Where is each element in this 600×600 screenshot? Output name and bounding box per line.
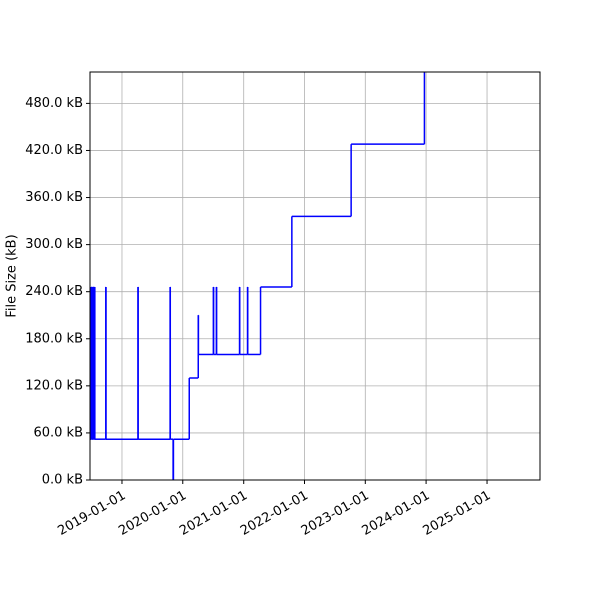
x-tick-label: 2025-01-01: [420, 488, 493, 539]
y-tick-label: 120.0 kB: [25, 378, 83, 393]
x-tick-label: 2023-01-01: [299, 488, 372, 539]
x-tick-label: 2021-01-01: [177, 488, 250, 539]
x-tick-label: 2019-01-01: [55, 488, 128, 539]
y-tick-label: 360.0 kB: [25, 190, 83, 205]
y-tick-label: 0.0 kB: [42, 473, 83, 488]
y-axis-label: File Size (kB): [5, 234, 20, 317]
y-tick-label: 300.0 kB: [25, 237, 83, 252]
x-tick-label: 2022-01-01: [238, 488, 311, 539]
plot-frame: [89, 71, 541, 481]
grid: [90, 72, 540, 481]
y-tick-label: 60.0 kB: [33, 425, 83, 440]
x-tick-label: 2020-01-01: [116, 488, 189, 539]
y-tick-label: 180.0 kB: [25, 331, 83, 346]
plot: [90, 72, 426, 480]
y-tick-label: 480.0 kB: [25, 96, 83, 111]
y-tick-label: 420.0 kB: [25, 143, 83, 158]
y-tick-label: 240.0 kB: [25, 284, 83, 299]
x-tick-label: 2024-01-01: [360, 488, 433, 539]
